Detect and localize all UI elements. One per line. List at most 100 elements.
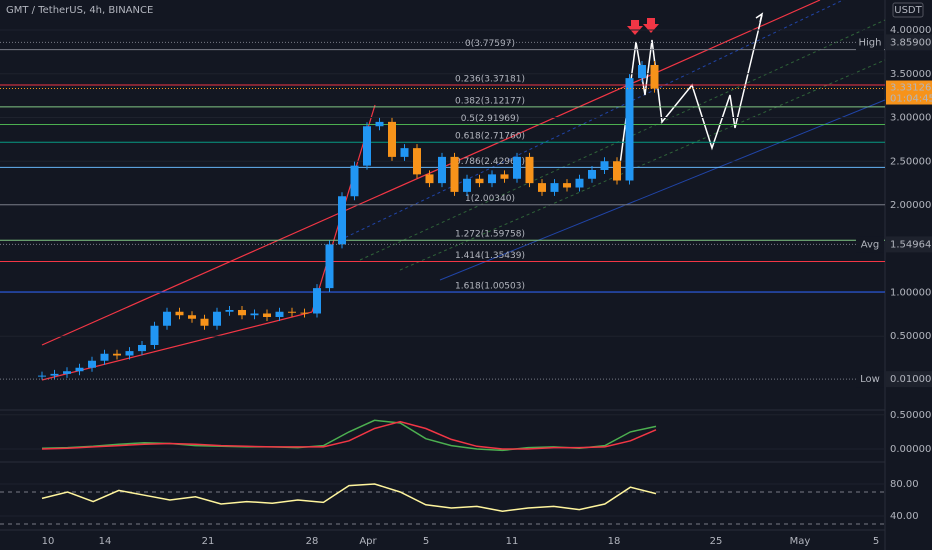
fib-label: 1.618(1.00503) — [455, 282, 525, 292]
marker-value: 3.85900 — [890, 37, 931, 48]
candle-body — [513, 156, 521, 179]
y-tick-label: 2.00000 — [890, 200, 931, 211]
candle-body — [100, 353, 109, 361]
marker-name: Low — [860, 374, 880, 385]
candle-body — [475, 178, 484, 184]
arrow-down — [627, 20, 643, 35]
marker-value-box — [886, 371, 932, 388]
candle-body — [625, 78, 634, 181]
candle-body — [575, 178, 584, 188]
marker-value: 0.01000 — [890, 374, 931, 385]
candle-body — [138, 344, 146, 352]
candle-body — [525, 156, 534, 184]
x-tick-label: 10 — [42, 536, 55, 547]
candle-body — [175, 311, 184, 316]
indicator-line — [41, 420, 657, 450]
channel-line — [399, 59, 886, 271]
candle-body — [50, 373, 59, 376]
candle-body — [638, 65, 646, 79]
indicator-line — [41, 483, 657, 512]
marker-value: 1.54964 — [890, 239, 931, 250]
candle-body — [588, 170, 596, 179]
y-tick-label: 40.00 — [890, 511, 919, 522]
candle-body — [363, 126, 371, 166]
candle-body — [188, 315, 196, 319]
marker-box — [856, 34, 884, 51]
candle-body — [500, 174, 509, 179]
candle-body — [650, 65, 659, 89]
y-tick-label: 4.00000 — [890, 25, 931, 36]
y-tick-label: 3.50000 — [890, 69, 931, 80]
currency: USDT — [894, 5, 922, 16]
candle-body — [325, 244, 334, 289]
fib-label: 0.618(2.71760) — [455, 132, 525, 142]
candle-body — [75, 367, 84, 372]
y-tick-label: 80.00 — [890, 479, 919, 490]
candle-body — [300, 312, 309, 314]
x-tick-label: 14 — [99, 536, 112, 547]
candle-body — [350, 165, 359, 197]
candle-body — [263, 313, 271, 317]
candle-body — [125, 351, 134, 356]
candle-body — [388, 121, 396, 157]
x-tick-label: 21 — [202, 536, 215, 547]
fib-label: 1.414(1.35439) — [455, 251, 525, 261]
trendline — [41, 311, 313, 381]
candle-body — [313, 288, 321, 314]
channel-line — [439, 99, 886, 281]
candle-body — [163, 311, 171, 326]
y-tick-label: 1.00000 — [890, 287, 931, 298]
marker-value-box — [886, 34, 932, 51]
currency-box — [892, 2, 924, 18]
candle-body — [613, 161, 621, 181]
y-tick-label: 0.50000 — [890, 410, 931, 421]
candle-body — [338, 196, 346, 245]
y-tick-label: 0.50000 — [890, 331, 931, 342]
candle-body — [150, 325, 159, 345]
fib-label: 1.272(1.59758) — [455, 230, 525, 240]
candle-body — [538, 183, 546, 192]
x-tick-label: 28 — [306, 536, 319, 547]
x-tick-label: 25 — [710, 536, 723, 547]
candle-body — [488, 174, 496, 184]
fib-label: 0.786(2.42969) — [455, 157, 525, 167]
marker-value-box — [886, 236, 932, 253]
candle-body — [38, 375, 46, 377]
x-tick-label: 5 — [873, 536, 879, 547]
candle-body — [463, 178, 471, 192]
last-price-box — [886, 80, 932, 105]
candle-body — [425, 174, 434, 184]
candle-body — [375, 121, 384, 127]
fib-label: 1(2.00340) — [465, 194, 515, 204]
x-tick-label: Apr — [359, 536, 377, 547]
candle-body — [213, 311, 221, 326]
candle-body — [550, 183, 559, 192]
fib-label: 0.382(3.12177) — [455, 96, 525, 106]
x-tick-label: 11 — [506, 536, 519, 547]
candle-body — [250, 313, 259, 316]
candle-body — [413, 148, 421, 175]
candle-body — [600, 161, 609, 171]
x-tick-label: 5 — [423, 536, 429, 547]
marker-box — [856, 371, 884, 388]
last-price: 3.33126 — [890, 83, 931, 94]
marker-name: High — [859, 37, 882, 48]
channel-line — [339, 0, 845, 241]
fib-label: 0(3.77597) — [465, 39, 515, 49]
candle-body — [275, 311, 284, 317]
chart-title: GMT / TetherUS, 4h, BINANCE — [6, 5, 153, 16]
countdown: 01:04:45 — [890, 94, 932, 105]
candle-body — [88, 360, 96, 368]
candle-body — [288, 311, 296, 313]
candle-body — [438, 156, 446, 184]
fib-label: 0.236(3.37181) — [455, 74, 525, 84]
candle-body — [563, 183, 571, 188]
candle-body — [200, 318, 209, 326]
arrow-down — [643, 18, 659, 33]
y-tick-label: 3.00000 — [890, 113, 931, 124]
x-tick-label: May — [790, 536, 811, 547]
candle-body — [225, 309, 234, 312]
